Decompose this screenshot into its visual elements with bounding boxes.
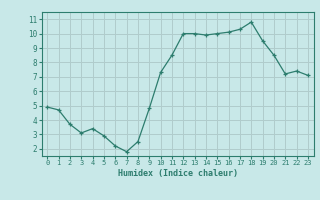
X-axis label: Humidex (Indice chaleur): Humidex (Indice chaleur) [118, 169, 237, 178]
